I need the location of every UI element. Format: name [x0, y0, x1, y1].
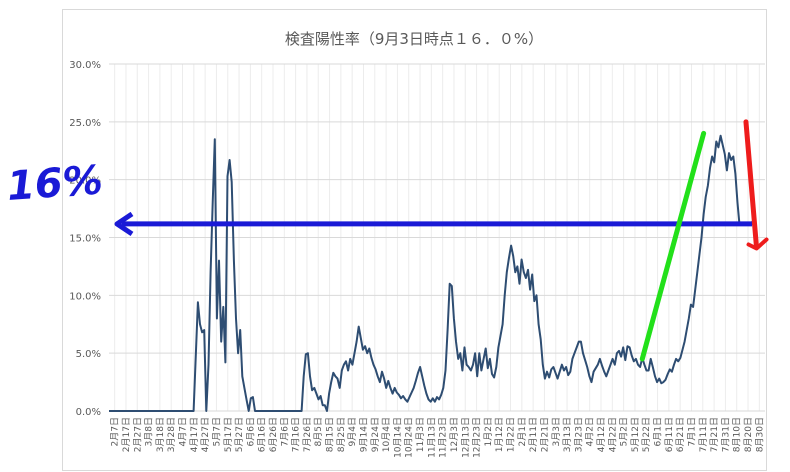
x-tick-label: 10月14日 [392, 417, 403, 458]
y-axis-ticks: 0.0% 5.0% 10.0% 15.0% 20.0% 25.0% 30.0% [69, 60, 101, 418]
x-tick-label: 6月16日 [257, 417, 268, 452]
x-tick-label: 6月21日 [675, 417, 686, 452]
x-tick-label: 5月7日 [211, 417, 222, 446]
x-tick-label: 2月17日 [121, 417, 132, 452]
x-tick-label: 11月3日 [415, 417, 426, 452]
x-tick-label: 5月2日 [619, 417, 630, 446]
x-tick-label: 9月24日 [370, 417, 381, 452]
x-tick-label: 4月2日 [585, 417, 596, 446]
x-tick-label: 2月1日 [517, 417, 528, 446]
level-arrow-head [114, 211, 134, 237]
x-tick-label: 5月17日 [223, 417, 234, 452]
falling-arrow-head [746, 237, 769, 251]
x-tick-label: 10月4日 [381, 417, 392, 452]
x-tick-label: 11月13日 [426, 417, 437, 458]
x-tick-label: 5月27日 [234, 417, 245, 452]
annotation-16-percent-label: 16% [5, 157, 104, 210]
x-tick-label: 4月12日 [596, 417, 607, 452]
x-tick-label: 4月27日 [200, 417, 211, 452]
x-tick-label: 2月27日 [132, 417, 143, 452]
x-tick-label: 5月12日 [630, 417, 641, 452]
y-tick-label: 10.0% [69, 291, 101, 302]
x-tick-label: 3月13日 [562, 417, 573, 452]
x-tick-label: 6月1日 [653, 417, 664, 446]
x-tick-label: 11月23日 [438, 417, 449, 458]
x-tick-label: 12月3日 [449, 417, 460, 452]
y-tick-label: 30.0% [69, 60, 101, 71]
x-tick-label: 7月6日 [279, 417, 290, 446]
x-tick-label: 2月7日 [110, 417, 121, 446]
x-tick-label: 8月25日 [336, 417, 347, 452]
x-tick-label: 3月28日 [166, 417, 177, 452]
y-tick-label: 0.0% [76, 407, 101, 418]
x-tick-label: 12月23日 [472, 417, 483, 458]
y-tick-label: 25.0% [69, 118, 101, 129]
x-tick-label: 7月11日 [698, 417, 709, 452]
x-tick-label: 6月11日 [664, 417, 675, 452]
x-tick-label: 6月6日 [245, 417, 256, 446]
x-tick-label: 7月26日 [302, 417, 313, 452]
x-tick-label: 4月7日 [178, 417, 189, 446]
x-tick-label: 7月31日 [720, 417, 731, 452]
x-tick-label: 8月30日 [754, 417, 765, 452]
x-tick-label: 1月2日 [483, 417, 494, 446]
x-tick-label: 3月8日 [144, 417, 155, 446]
x-tick-label: 3月23日 [573, 417, 584, 452]
y-tick-label: 15.0% [69, 234, 101, 245]
x-tick-label: 8月15日 [325, 417, 336, 452]
x-tick-label: 8月10日 [732, 417, 743, 452]
chart-title: 検査陽性率（9月3日時点１６．０%） [285, 30, 543, 48]
x-tick-label: 10月24日 [404, 417, 415, 458]
x-tick-label: 3月18日 [155, 417, 166, 452]
x-tick-label: 4月22日 [607, 417, 618, 452]
y-tick-label: 20.0% [69, 176, 101, 187]
rising-trend-stroke [639, 130, 707, 362]
annotations: 16% [5, 119, 769, 362]
x-tick-label: 6月26日 [268, 417, 279, 452]
x-tick-label: 1月12日 [494, 417, 505, 452]
y-tick-label: 5.0% [76, 349, 101, 360]
x-tick-label: 12月13日 [460, 417, 471, 458]
x-tick-label: 1月22日 [506, 417, 517, 452]
x-tick-label: 8月20日 [743, 417, 754, 452]
x-tick-label: 2月11日 [528, 417, 539, 452]
x-tick-label: 2月21日 [539, 417, 550, 452]
falling-trend-stroke [743, 119, 760, 250]
horizontal-gridlines [109, 63, 765, 412]
x-tick-label: 7月1日 [686, 417, 697, 446]
x-tick-label: 8月5日 [313, 417, 324, 446]
x-tick-label: 9月14日 [358, 417, 369, 452]
x-tick-label: 4月17日 [189, 417, 200, 452]
x-tick-label: 9月4日 [347, 417, 358, 446]
series-line-positivity-rate [109, 134, 741, 412]
x-tick-label: 5月22日 [641, 417, 652, 452]
chart-frame [62, 9, 767, 471]
x-axis-ticks: 2月7日 2月17日 2月27日 3月8日 3月18日 3月28日 4月7日 4月17日 4月2… [110, 417, 766, 458]
x-tick-label: 3月3日 [551, 417, 562, 446]
x-tick-label: 7月16日 [291, 417, 302, 452]
x-tick-label: 7月21日 [709, 417, 720, 452]
